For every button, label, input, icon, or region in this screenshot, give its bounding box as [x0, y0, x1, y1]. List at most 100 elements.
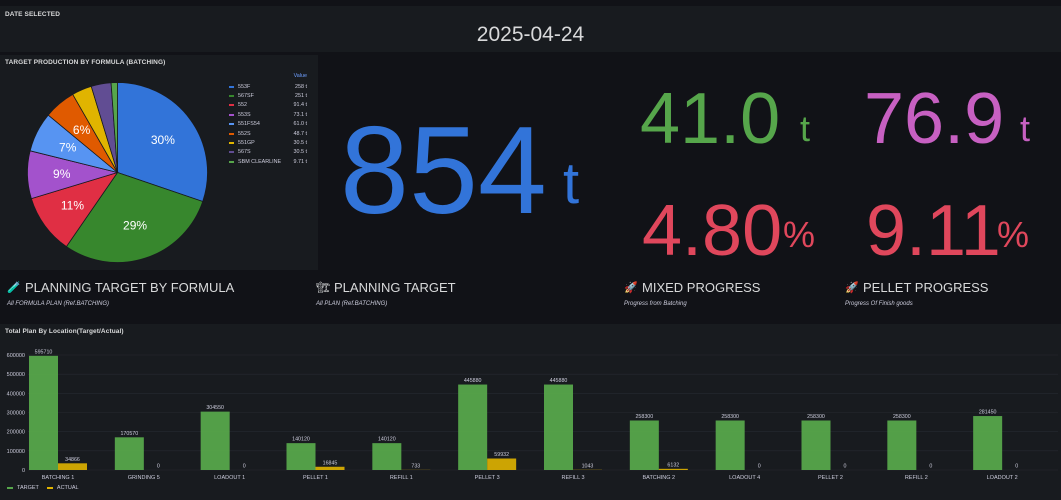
- legend-label: 551FS54: [238, 121, 260, 128]
- legend-swatch: [229, 104, 234, 107]
- legend-value: 9.71 t: [293, 158, 308, 165]
- y-tick-label: 600000: [7, 353, 25, 359]
- bar-actual[interactable]: [658, 468, 688, 470]
- legend-item-567sf[interactable]: 567SF 251 t: [229, 91, 309, 100]
- x-tick-label: REFILL 2: [905, 475, 928, 481]
- bar-value-label: 0: [844, 464, 847, 470]
- legend-header-value[interactable]: Value: [293, 73, 307, 79]
- legend-label: 553F: [238, 83, 251, 90]
- pie-slice-553f[interactable]: [117, 82, 208, 202]
- bar-value-label: 140120: [292, 437, 310, 443]
- legend-value: 48.7 t: [293, 130, 308, 137]
- bar-target[interactable]: [629, 420, 659, 470]
- legend-item-target[interactable]: TARGET: [7, 485, 39, 491]
- construction-icon: 🏗: [316, 282, 330, 294]
- bar-value-label: 140120: [378, 437, 396, 443]
- legend-value: 251 t: [295, 93, 307, 100]
- x-tick-label: GRINDING 5: [128, 475, 160, 481]
- bar-value-label: 258300: [807, 414, 825, 420]
- bar-legend: TARGET ACTUAL: [7, 485, 79, 491]
- pellet-progress-percent: 9.11: [866, 191, 1001, 271]
- legend-item-553s[interactable]: 553S 73.1 t: [229, 110, 309, 119]
- mixed-progress-percent-unit: %: [783, 214, 816, 255]
- test-tube-icon: 🧪: [7, 282, 21, 294]
- pie-slice-label: 11%: [61, 198, 84, 212]
- bar-target[interactable]: [29, 355, 58, 470]
- section-title: PLANNING TARGET: [334, 280, 456, 295]
- bar-panel-title: Total Plan By Location(Target/Actual): [5, 328, 124, 335]
- bar-target[interactable]: [458, 384, 488, 470]
- section-mixed-progress: 🚀 MIXED PROGRESS Progress from Batching: [624, 280, 760, 307]
- legend-item-actual[interactable]: ACTUAL: [46, 485, 79, 491]
- bar-actual[interactable]: [58, 463, 87, 470]
- legend-value: 258 t: [295, 83, 307, 90]
- legend-item-sbm-clearline[interactable]: SBM CLEARLINE 9.71 t: [229, 157, 309, 166]
- section-title: PLANNING TARGET BY FORMULA: [25, 280, 235, 295]
- x-tick-label: PELLET 2: [818, 475, 843, 481]
- bar-target[interactable]: [114, 437, 144, 470]
- mixed-progress-value: 41.0: [640, 79, 781, 159]
- pellet-progress-value: 76.9: [864, 79, 1005, 159]
- legend-value: 61.0 t: [293, 121, 308, 128]
- section-title: PELLET PROGRESS: [863, 280, 989, 295]
- bar-target[interactable]: [544, 384, 573, 470]
- total-target-value: 854: [340, 102, 547, 240]
- legend-swatch: [229, 95, 234, 98]
- bar-value-label: 0: [758, 464, 761, 470]
- legend-label: 552: [238, 102, 247, 109]
- bar-target[interactable]: [200, 411, 230, 470]
- pie-slice-label: 6%: [73, 123, 91, 137]
- legend-item-553f[interactable]: 553F 258 t: [229, 82, 309, 91]
- bar-target[interactable]: [973, 416, 1003, 470]
- bar-target[interactable]: [372, 443, 402, 470]
- bar-actual[interactable]: [487, 458, 517, 470]
- legend-value: 91.4 t: [293, 102, 308, 109]
- x-tick-label: LOADOUT 4: [729, 475, 760, 481]
- legend-item-551gp[interactable]: 551GP 30.5 t: [229, 138, 309, 147]
- bar-value-label: 258300: [635, 414, 653, 420]
- bar-value-label: 59932: [494, 452, 509, 458]
- legend-swatch: [229, 142, 234, 145]
- bar-value-label: 34866: [65, 457, 80, 463]
- legend-swatch: [229, 132, 234, 135]
- legend-item-552[interactable]: 552 91.4 t: [229, 101, 309, 110]
- section-pellet-progress: 🚀 PELLET PROGRESS Progress Of Finish good…: [845, 280, 988, 307]
- bar-value-label: 281450: [979, 410, 997, 416]
- pie-slice-label: 9%: [53, 167, 71, 181]
- bar-panel: Total Plan By Location(Target/Actual) 0 1…: [0, 324, 1061, 500]
- bar-target[interactable]: [286, 443, 316, 470]
- legend-swatch: [229, 160, 234, 163]
- bar-value-label: 258300: [721, 414, 739, 420]
- x-tick-label: BATCHING 1: [42, 475, 75, 481]
- y-tick-label: 500000: [7, 372, 25, 378]
- legend-item-567s[interactable]: 567S 30.5 t: [229, 148, 309, 157]
- legend-swatch: [229, 85, 234, 88]
- bar-target[interactable]: [715, 420, 745, 470]
- mixed-progress-percent: 4.80: [642, 191, 783, 271]
- pie-slice-label: 7%: [59, 140, 77, 154]
- bar-value-label: 304550: [206, 405, 224, 411]
- y-tick-label: 0: [22, 468, 25, 474]
- legend-label: 552S: [238, 130, 251, 137]
- legend-item-551fs54[interactable]: 551FS54 61.0 t: [229, 120, 309, 129]
- bar-target[interactable]: [801, 420, 831, 470]
- bar-target[interactable]: [887, 420, 917, 470]
- legend-item-552s[interactable]: 552S 48.7 t: [229, 129, 309, 138]
- pie-legend: Value 553F 258 t 567SF 251 t 552 91.4 t 553S 73…: [229, 73, 309, 167]
- x-tick-label: PELLET 3: [475, 475, 500, 481]
- bar-chart: 0 100000 200000 300000 400000 500000 600000 595…: [7, 349, 1058, 481]
- section-description: All PLAN (Ref.BATCHING): [316, 301, 388, 307]
- pie-slice-567sf[interactable]: [65, 172, 204, 263]
- legend-swatch: [229, 113, 234, 116]
- selected-date: 2025-04-24: [476, 23, 585, 46]
- section-description: Progress from Batching: [624, 301, 687, 307]
- pie-slice-sbm-clearline[interactable]: [110, 82, 118, 173]
- legend-swatch: [229, 123, 234, 126]
- mixed-progress-unit: t: [800, 108, 811, 149]
- x-tick-label: BATCHING 2: [643, 475, 676, 481]
- y-tick-label: 300000: [7, 411, 25, 417]
- bar-actual[interactable]: [315, 466, 345, 470]
- section-planning-target-by-formula: 🧪 PLANNING TARGET BY FORMULA All FORMULA …: [7, 280, 234, 307]
- legend-label: 551GP: [238, 140, 255, 147]
- legend-label: 567S: [238, 149, 251, 156]
